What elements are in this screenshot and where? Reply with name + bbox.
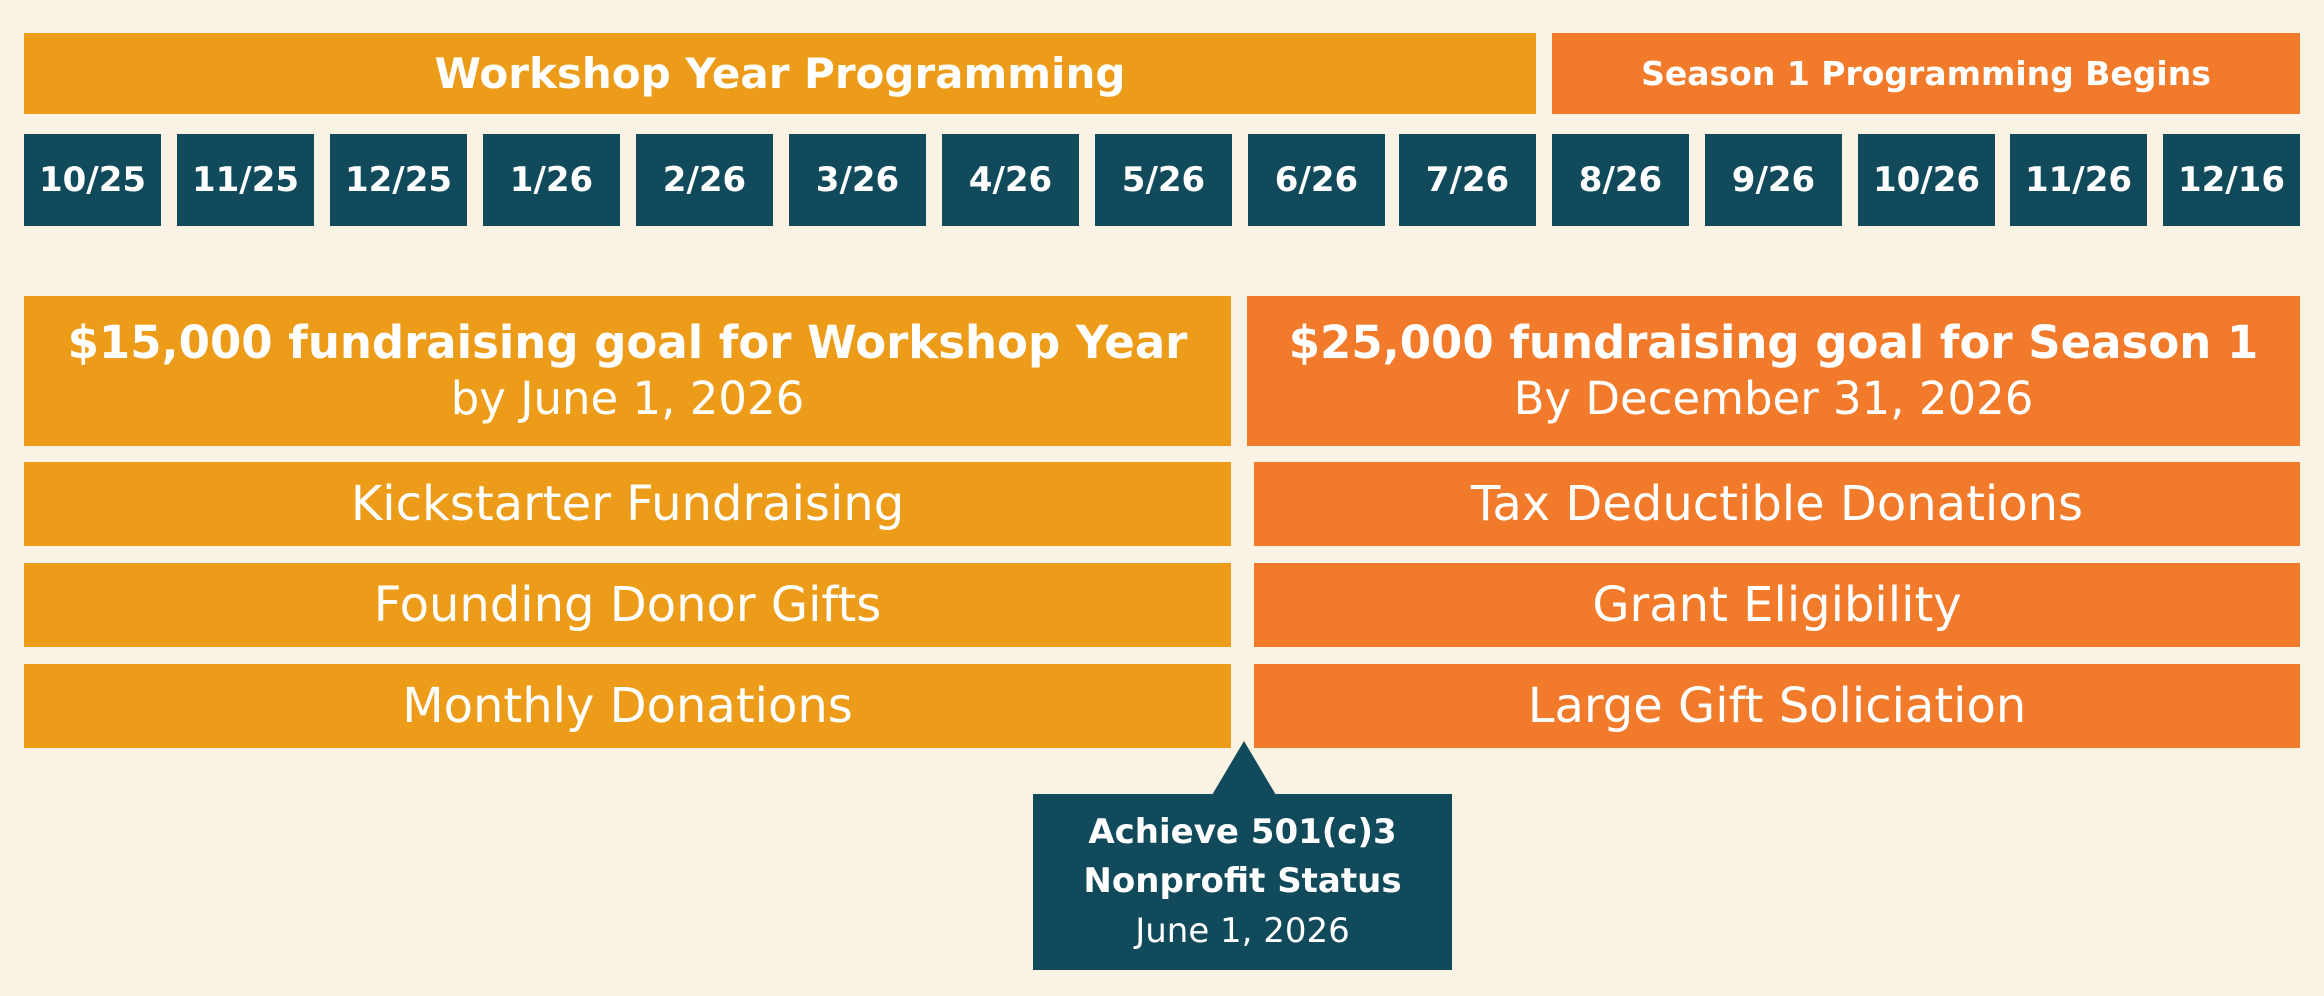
milestone-line-2: Nonprofit Status	[1083, 861, 1402, 902]
month-tile: 5/26	[1095, 134, 1232, 226]
month-tile: 10/25	[24, 134, 161, 226]
month-tile: 10/26	[1858, 134, 1995, 226]
workshop-item-monthly-donations: Monthly Donations	[24, 664, 1231, 748]
month-tile: 3/26	[789, 134, 926, 226]
workshop-item-kickstarter: Kickstarter Fundraising	[24, 462, 1231, 546]
milestone-date: June 1, 2026	[1135, 910, 1350, 951]
workshop-fundraising-goal: $15,000 fundraising goal for Workshop Ye…	[24, 296, 1231, 446]
month-tile: 8/26	[1552, 134, 1689, 226]
month-tile: 4/26	[942, 134, 1079, 226]
month-tile: 1/26	[483, 134, 620, 226]
month-tile: 9/26	[1705, 134, 1842, 226]
month-tile: 11/26	[2010, 134, 2147, 226]
month-tile: 11/25	[177, 134, 314, 226]
workshop-year-header: Workshop Year Programming	[24, 33, 1536, 114]
month-tile: 2/26	[636, 134, 773, 226]
workshop-goal-deadline: by June 1, 2026	[450, 372, 805, 425]
season-1-header: Season 1 Programming Begins	[1552, 33, 2300, 114]
season-item-large-gift: Large Gift Soliciation	[1254, 664, 2300, 748]
season-item-tax-deductible: Tax Deductible Donations	[1254, 462, 2300, 546]
workshop-year-header-label: Workshop Year Programming	[434, 49, 1126, 98]
season-1-header-label: Season 1 Programming Begins	[1641, 54, 2211, 93]
month-tile: 7/26	[1399, 134, 1536, 226]
workshop-item-founding-donors: Founding Donor Gifts	[24, 563, 1231, 647]
season-item-grant-eligibility: Grant Eligibility	[1254, 563, 2300, 647]
month-tile: 6/26	[1248, 134, 1385, 226]
season-goal-deadline: By December 31, 2026	[1513, 372, 2034, 425]
milestone-line-1: Achieve 501(c)3	[1088, 812, 1397, 853]
month-tile: 12/16	[2163, 134, 2300, 226]
workshop-goal-title: $15,000 fundraising goal for Workshop Ye…	[67, 315, 1188, 369]
season-fundraising-goal: $25,000 fundraising goal for Season 1 By…	[1247, 296, 2300, 446]
milestone-pointer	[1212, 741, 1276, 795]
season-goal-title: $25,000 fundraising goal for Season 1	[1288, 315, 2259, 369]
nonprofit-status-milestone: Achieve 501(c)3 Nonprofit Status June 1,…	[1033, 794, 1452, 970]
month-tile: 12/25	[330, 134, 467, 226]
